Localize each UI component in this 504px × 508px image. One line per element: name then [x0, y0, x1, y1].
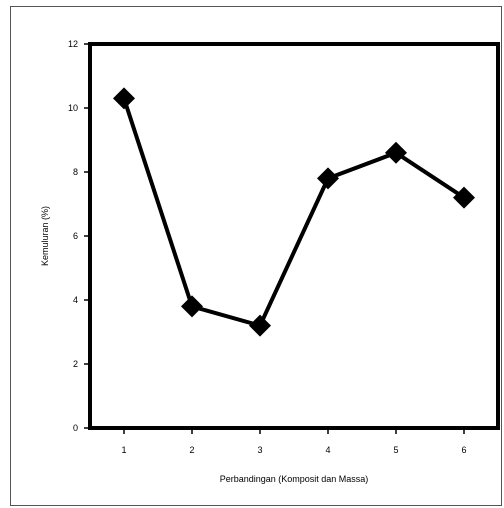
- y-tick-label: 12: [68, 39, 78, 49]
- data-point-marker: [249, 314, 271, 337]
- y-tick-label: 4: [73, 295, 78, 305]
- chart-frame: [10, 6, 502, 506]
- y-tick-label: 10: [68, 103, 78, 113]
- y-tick-label: 2: [73, 359, 78, 369]
- data-point-marker: [317, 167, 339, 190]
- x-tick-label: 5: [393, 445, 398, 455]
- x-tick-label: 2: [189, 445, 194, 455]
- plot-area: [88, 42, 500, 430]
- series-markers: [113, 87, 475, 337]
- y-tick-label: 8: [73, 167, 78, 177]
- x-tick-label: 6: [461, 445, 466, 455]
- data-point-marker: [181, 295, 203, 318]
- y-tick-label: 6: [73, 231, 78, 241]
- x-tick-label: 3: [257, 445, 262, 455]
- x-tick-label: 1: [121, 445, 126, 455]
- x-axis-ticks: 1 2 3 4 5 6: [121, 428, 467, 455]
- series-line: [122, 97, 466, 328]
- y-tick-label: 0: [73, 423, 78, 433]
- data-point-marker: [113, 87, 135, 110]
- y-axis-ticks: 0 2 4 6 8 10 12: [68, 39, 90, 433]
- data-point-marker: [453, 186, 475, 209]
- x-axis-title: Perbandingan (Komposit dan Massa): [220, 474, 369, 484]
- data-point-marker: [385, 141, 407, 164]
- y-axis-title: Kemuluran (%): [40, 206, 50, 266]
- x-tick-label: 4: [325, 445, 330, 455]
